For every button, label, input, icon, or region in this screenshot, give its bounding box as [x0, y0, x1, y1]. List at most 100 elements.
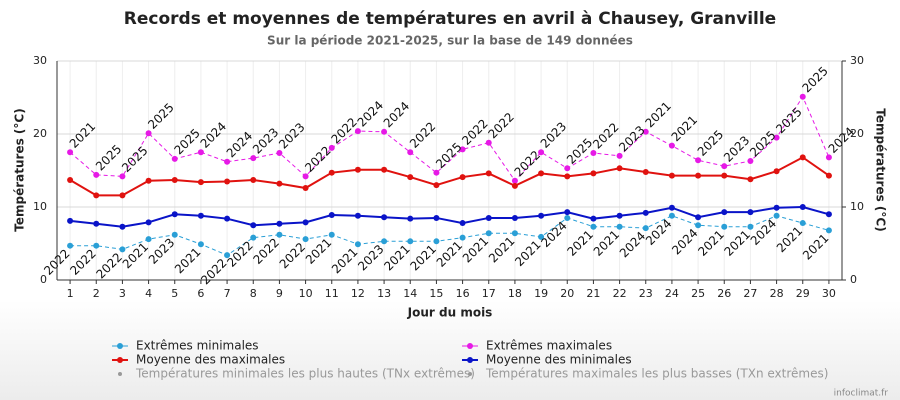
y-axis-label: Températures (°C) — [13, 108, 27, 231]
data-point — [354, 166, 361, 173]
data-point — [197, 241, 204, 248]
data-point — [538, 149, 545, 156]
x-tick-label: 21 — [586, 287, 600, 300]
data-point — [668, 204, 675, 211]
data-point — [511, 182, 518, 189]
data-point — [224, 178, 231, 185]
legend-label: Températures maximales les plus basses (… — [485, 367, 828, 381]
y2-tick-label: 20 — [850, 127, 864, 140]
data-point — [67, 242, 74, 249]
x-axis-label: Jour du mois — [407, 306, 493, 320]
data-point — [511, 177, 518, 184]
data-point — [67, 176, 74, 183]
data-point — [328, 212, 335, 219]
y-tick-label: 10 — [33, 200, 47, 213]
data-point — [250, 155, 257, 162]
data-point — [773, 168, 780, 175]
data-point — [616, 212, 623, 219]
x-tick-label: 29 — [796, 287, 810, 300]
data-point — [197, 212, 204, 219]
data-point — [799, 204, 806, 210]
y2-tick-label: 30 — [850, 54, 864, 67]
data-point — [171, 211, 178, 218]
data-point — [145, 219, 152, 226]
data-point — [511, 214, 518, 221]
data-point — [407, 215, 414, 222]
legend-label: Extrêmes maximales — [486, 339, 612, 353]
data-point — [799, 220, 806, 227]
data-point — [407, 238, 414, 245]
data-point — [642, 128, 649, 135]
data-point — [93, 242, 100, 249]
data-point — [354, 128, 361, 135]
data-point — [459, 234, 466, 241]
legend-marker — [467, 343, 473, 349]
data-point — [616, 152, 623, 159]
data-point — [433, 214, 440, 221]
data-point — [171, 231, 178, 238]
data-point — [564, 214, 571, 221]
data-point — [564, 165, 571, 172]
data-point — [564, 209, 571, 216]
y-tick-label: 0 — [40, 273, 47, 286]
data-point — [381, 238, 388, 245]
x-tick-label: 23 — [639, 287, 653, 300]
data-point — [276, 220, 283, 227]
data-point — [564, 173, 571, 180]
data-point — [354, 212, 361, 219]
data-point — [93, 220, 100, 227]
x-tick-label: 4 — [145, 287, 152, 300]
y-tick-label: 30 — [33, 54, 47, 67]
data-point — [590, 215, 597, 222]
data-point — [381, 214, 388, 221]
data-point — [721, 172, 728, 179]
data-point — [825, 154, 832, 161]
legend-label: Moyenne des maximales — [136, 353, 285, 367]
x-tick-label: 26 — [717, 287, 731, 300]
data-point — [197, 149, 204, 156]
data-point — [668, 212, 675, 219]
data-point — [695, 214, 702, 221]
data-point — [825, 211, 832, 218]
x-tick-label: 18 — [508, 287, 522, 300]
data-point — [459, 146, 466, 153]
data-point — [538, 170, 545, 177]
legend-marker — [467, 357, 473, 363]
y2-axis-label: Températures (°C) — [874, 108, 888, 231]
data-point — [695, 157, 702, 164]
data-point — [93, 171, 100, 178]
data-point — [616, 165, 623, 172]
x-tick-label: 6 — [197, 287, 204, 300]
data-point — [773, 134, 780, 141]
data-point — [511, 230, 518, 237]
data-point — [145, 177, 152, 184]
data-point — [485, 214, 492, 221]
data-point — [171, 176, 178, 183]
x-tick-label: 10 — [299, 287, 313, 300]
x-tick-label: 2 — [93, 287, 100, 300]
data-point — [747, 223, 754, 230]
data-point — [276, 231, 283, 238]
data-point — [459, 220, 466, 227]
data-point — [747, 209, 754, 216]
data-point — [668, 142, 675, 149]
series-line — [70, 215, 830, 256]
series-line — [69, 95, 830, 182]
data-point — [197, 179, 204, 186]
legend-label: Extrêmes minimales — [136, 339, 259, 353]
data-point — [721, 209, 728, 216]
y2-tick-label: 0 — [850, 273, 857, 286]
data-point — [328, 231, 335, 238]
data-point — [145, 236, 152, 243]
y2-tick-label: 10 — [850, 200, 864, 213]
data-point — [590, 149, 597, 156]
x-tick-label: 30 — [822, 287, 836, 300]
legend-marker — [118, 372, 122, 376]
data-point — [224, 158, 231, 165]
data-point — [433, 238, 440, 245]
data-point — [668, 172, 675, 179]
data-point — [695, 172, 702, 179]
data-point — [93, 192, 100, 199]
data-point — [433, 182, 440, 189]
